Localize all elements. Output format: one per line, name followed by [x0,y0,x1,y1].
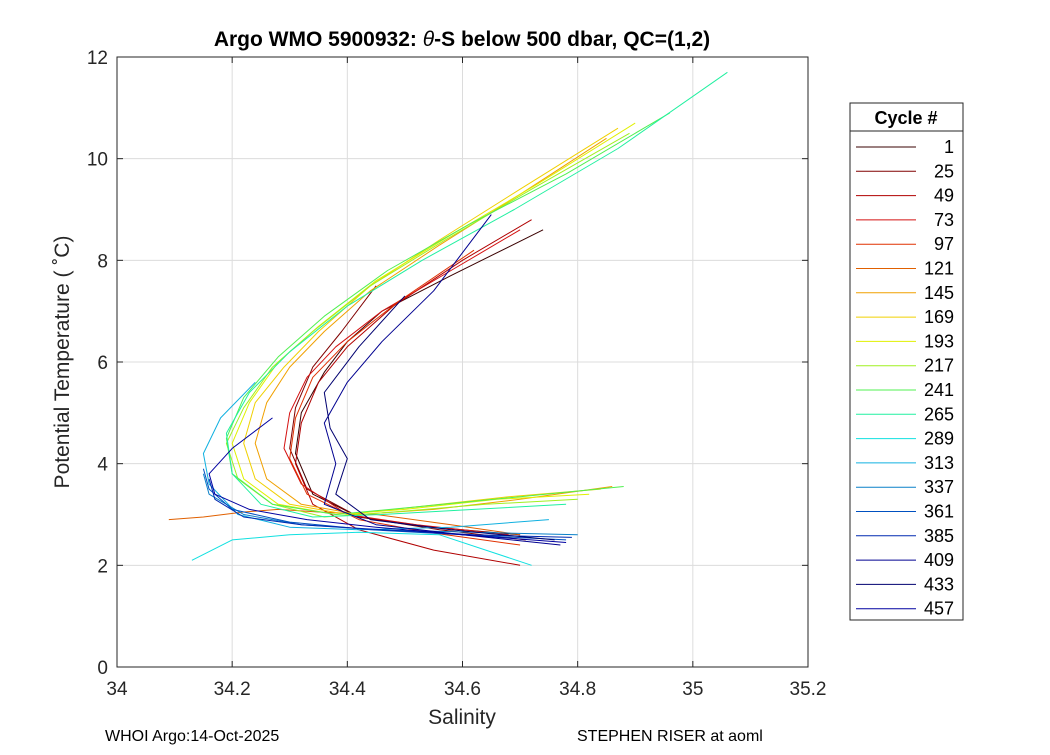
chart-title-theta: θ [423,28,435,51]
x-axis-label: Salinity [428,706,496,729]
legend-entry-label: 265 [924,404,954,424]
series-line-cycle-217 [225,132,630,518]
legend-entry-label: 1 [944,137,954,157]
x-tick-label: 34.8 [559,679,596,700]
y-tick-label: 0 [97,658,108,679]
y-tick-label: 6 [97,353,108,374]
legend-entry-label: 145 [924,283,954,303]
grid [117,57,808,667]
chart-title-suffix: -S below 500 dbar, QC=(1,2) [434,28,710,51]
series-line-cycle-265 [225,71,728,518]
legend-entry-label: 169 [924,307,954,327]
legend-title: Cycle # [874,108,937,128]
x-tick-label: 35 [682,679,703,700]
y-tick-label: 8 [97,251,108,272]
y-tick-label: 10 [87,150,108,171]
y-tick-label: 2 [97,556,108,577]
legend-entries: 1 25 49 73 97 121 145 169 193 217 241 265 289 313 337 3… [856,137,954,619]
series-line-cycle-97 [289,249,521,546]
legend-entry-label: 337 [924,477,954,497]
chart-title-prefix: Argo WMO 5900932: [214,28,423,51]
legend-entry-label: 121 [924,259,954,279]
legend-entry-label: 385 [924,526,954,546]
x-tick-label: 34.4 [329,679,366,700]
y-tick-label: 12 [87,48,108,69]
legend-entry-label: 241 [924,380,954,400]
legend-entry-label: 49 [934,186,954,206]
legend-entry-label: 409 [924,550,954,570]
legend-entry-label: 313 [924,453,954,473]
series-line-cycle-433 [323,295,555,541]
series-line-cycle-409 [323,214,561,546]
x-tick-label: 35.2 [790,679,827,700]
x-axis-ticks: 34 34.2 34.4 34.6 34.8 35 35.2 [106,57,826,700]
series-line-cycle-313 [202,381,549,531]
legend-entry-label: 73 [934,210,954,230]
legend-entry-label: 97 [934,234,954,254]
legend-entry-label: 433 [924,574,954,594]
legend-entry-label: 193 [924,331,954,351]
x-tick-label: 34 [106,679,128,700]
legend: Cycle # 1 25 49 73 97 121 145 169 193 217 241 265 28… [849,102,964,621]
series-layer [168,71,728,566]
x-tick-label: 34.6 [444,679,481,700]
series-line-cycle-145 [254,137,613,515]
series-line-cycle-457 [208,417,567,543]
series-line-cycle-193 [231,122,636,515]
legend-entry-label: 289 [924,429,954,449]
footer-right: STEPHEN RISER at aoml [577,728,763,745]
legend-entry-label: 217 [924,356,954,376]
y-axis-ticks: 0 2 4 6 8 10 12 [87,48,808,679]
legend-box [849,102,964,621]
series-line-cycle-385 [208,478,572,538]
x-tick-label: 34.2 [214,679,251,700]
legend-entry-label: 361 [924,502,954,522]
legend-entry-label: 25 [934,161,954,181]
footer-left: WHOI Argo:14-Oct-2025 [105,728,279,745]
y-tick-label: 4 [97,455,108,476]
series-line-cycle-289 [191,531,532,566]
series-line-cycle-1 [295,229,544,536]
legend-entry-label: 457 [924,599,954,619]
y-axis-label: Potential Temperature ( ˚C) [51,236,74,489]
chart-title: Argo WMO 5900932: θ-S below 500 dbar, QC… [214,28,710,51]
series-line-cycle-25 [289,285,526,541]
